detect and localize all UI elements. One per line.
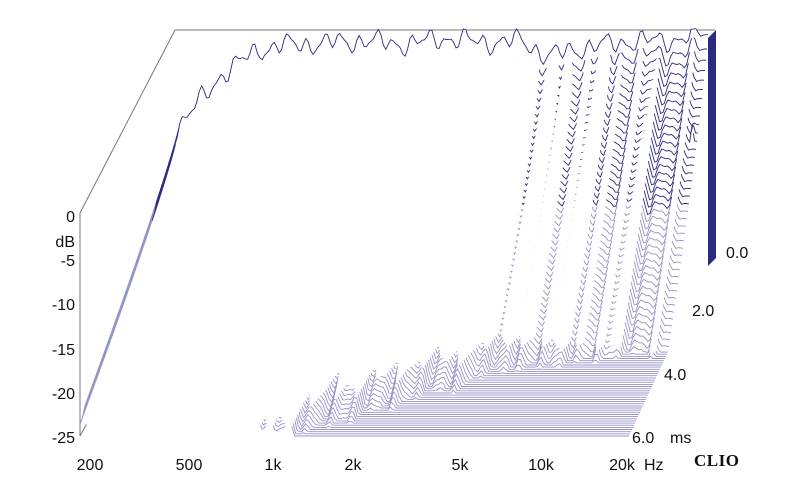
y-tick-label: -25 (52, 430, 75, 447)
x-axis-unit: Hz (644, 457, 664, 474)
x-tick-label: 500 (176, 457, 203, 474)
y-axis-unit: dB (55, 234, 75, 251)
waterfall-slice-line (174, 28, 708, 145)
clio-brand-label: CLIO (694, 451, 739, 470)
x-tick-label: 200 (77, 457, 104, 474)
x-tick-label: 10k (528, 457, 555, 474)
x-tick-label: 1k (265, 457, 283, 474)
x-tick-label: 2k (345, 457, 363, 474)
x-axis-ticks: 200 500 1k 2k 5k 10k 20k Hz (77, 457, 664, 474)
y-tick-label: -5 (61, 253, 75, 270)
right-side-wall (708, 30, 716, 266)
waterfall-slices (79, 28, 708, 437)
y-axis-ticks: 0 dB -5 -10 -15 -20 -25 (52, 209, 75, 447)
y-tick-label: 0 (66, 209, 75, 226)
x-tick-label: 20k (609, 457, 636, 474)
x-tick-label: 5k (452, 457, 470, 474)
time-tick-label: 4.0 (664, 367, 686, 384)
time-tick-label: 6.0 (632, 430, 654, 447)
time-tick-label: 0.0 (726, 245, 748, 262)
time-axis-unit: ms (670, 430, 691, 447)
time-tick-label: 2.0 (692, 303, 714, 320)
back-left-edge (79, 29, 176, 214)
y-tick-label: -10 (52, 297, 75, 314)
y-tick-label: -20 (52, 386, 75, 403)
y-tick-label: -15 (52, 342, 75, 359)
time-axis-ticks: 0.0 2.0 4.0 6.0 ms (632, 245, 748, 447)
